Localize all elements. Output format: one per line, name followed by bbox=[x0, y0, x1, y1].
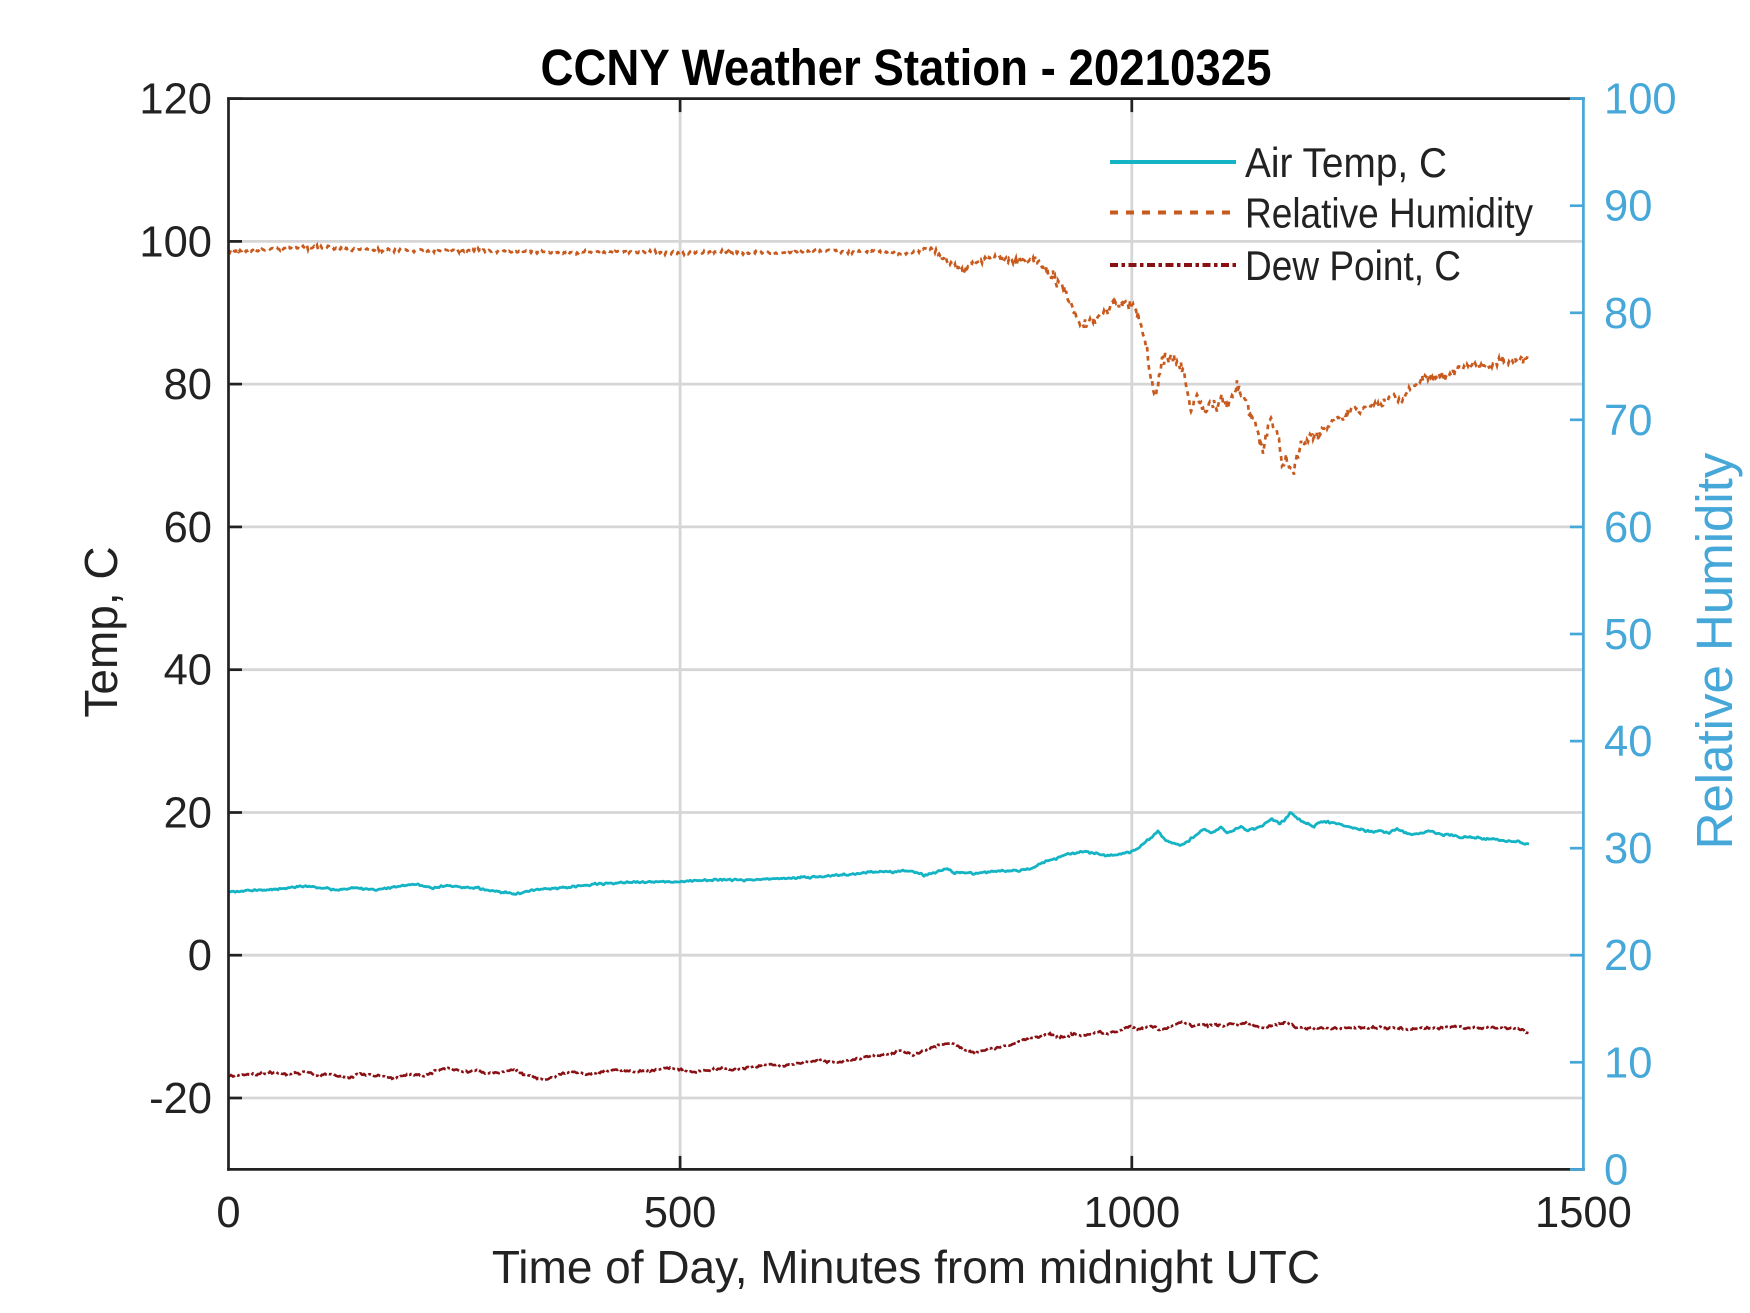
svg-text:90: 90 bbox=[1604, 183, 1652, 231]
svg-text:Dew Point, C: Dew Point, C bbox=[1245, 242, 1461, 289]
svg-text:50: 50 bbox=[1604, 611, 1652, 659]
svg-text:80: 80 bbox=[164, 361, 212, 409]
svg-text:1500: 1500 bbox=[1535, 1189, 1632, 1237]
svg-text:10: 10 bbox=[1604, 1039, 1652, 1087]
svg-text:Temp, C: Temp, C bbox=[75, 546, 127, 717]
svg-text:80: 80 bbox=[1604, 290, 1652, 338]
svg-text:0: 0 bbox=[188, 932, 212, 980]
svg-text:20: 20 bbox=[1604, 932, 1652, 980]
svg-text:500: 500 bbox=[644, 1189, 717, 1237]
svg-text:Relative Humidity: Relative Humidity bbox=[1686, 452, 1743, 849]
svg-text:0: 0 bbox=[1604, 1146, 1628, 1194]
svg-text:40: 40 bbox=[1604, 718, 1652, 766]
svg-text:60: 60 bbox=[164, 504, 212, 552]
svg-text:Time of Day, Minutes from midn: Time of Day, Minutes from midnight UTC bbox=[492, 1241, 1320, 1293]
svg-text:120: 120 bbox=[139, 76, 212, 124]
svg-text:40: 40 bbox=[164, 647, 212, 695]
svg-text:Relative Humidity: Relative Humidity bbox=[1245, 190, 1533, 237]
svg-text:Air Temp, C: Air Temp, C bbox=[1245, 139, 1447, 186]
svg-text:0: 0 bbox=[216, 1189, 240, 1237]
svg-text:30: 30 bbox=[1604, 825, 1652, 873]
svg-text:100: 100 bbox=[139, 218, 212, 266]
svg-text:70: 70 bbox=[1604, 397, 1652, 445]
svg-text:60: 60 bbox=[1604, 504, 1652, 552]
svg-text:1000: 1000 bbox=[1083, 1189, 1180, 1237]
svg-text:CCNY Weather Station - 2021032: CCNY Weather Station - 20210325 bbox=[541, 39, 1272, 96]
svg-text:20: 20 bbox=[164, 790, 212, 838]
svg-text:100: 100 bbox=[1604, 76, 1677, 124]
svg-text:-20: -20 bbox=[149, 1075, 212, 1123]
